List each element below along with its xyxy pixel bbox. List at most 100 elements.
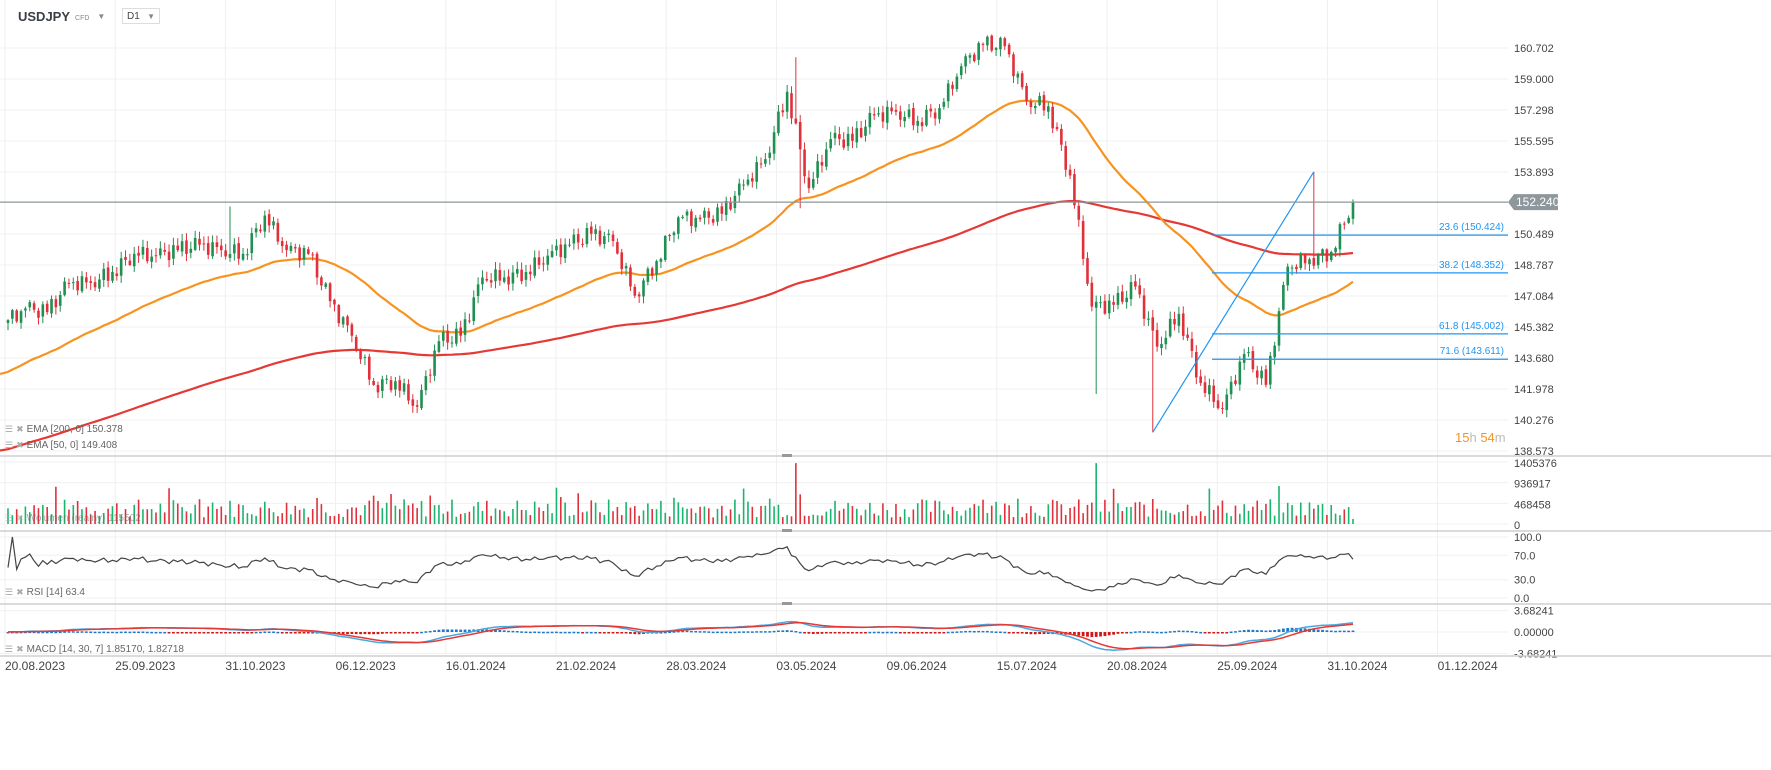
macd-histogram-bar (968, 630, 972, 633)
macd-histogram-bar (267, 631, 271, 633)
candle-body (772, 132, 776, 154)
countdown-hours-unit: h (1469, 430, 1477, 445)
volume-legend[interactable]: ☰ ✖ Wolumen (realny) 115502 (5, 513, 141, 524)
candle-body (646, 268, 650, 282)
candle-body (663, 236, 667, 260)
macd-histogram-bar (1225, 632, 1229, 634)
macd-histogram-bar (50, 631, 53, 634)
macd-histogram-bar (481, 629, 484, 632)
candle-body (6, 320, 10, 324)
candle-body (381, 379, 384, 391)
macd-histogram-bar (76, 631, 80, 633)
candle-body (524, 272, 528, 280)
ema50-legend-text: EMA [50, 0] 149.408 (26, 440, 118, 451)
close-icon[interactable]: ✖ (16, 440, 24, 450)
macd-histogram-bar (1199, 631, 1203, 634)
candle-body (302, 247, 306, 260)
macd-histogram-bar (1016, 632, 1020, 634)
macd-histogram-bar (263, 631, 267, 633)
candle-body (115, 273, 119, 277)
macd-histogram-bar (550, 631, 554, 634)
macd-histogram-bar (990, 631, 994, 633)
candle-body (1312, 258, 1316, 266)
macd-histogram-bar (272, 631, 275, 633)
macd-histogram-bar (163, 631, 167, 634)
candle-body (32, 303, 36, 310)
candle-body (150, 256, 153, 262)
settings-icon[interactable]: ☰ (5, 440, 14, 450)
macd-histogram-bar (1086, 632, 1089, 637)
rsi-legend[interactable]: ☰ ✖ RSI [14] 63.4 (5, 587, 85, 598)
candle-body (1347, 217, 1350, 223)
settings-icon[interactable]: ☰ (5, 644, 14, 654)
symbol-selector[interactable]: USDJPY CFD ▼ (18, 9, 105, 24)
macd-histogram-bar (1090, 632, 1094, 638)
macd-histogram-bar (454, 629, 458, 632)
candle-body (994, 47, 998, 50)
ema200-legend[interactable]: ☰ ✖ EMA [200, 0] 150.378 (5, 424, 123, 435)
macd-histogram-bar (124, 631, 127, 634)
macd-histogram-bar (1229, 631, 1233, 634)
macd-histogram-bar (450, 629, 454, 632)
macd-histogram-bar (624, 632, 628, 634)
candle-body (468, 320, 471, 322)
candle-body (1168, 318, 1172, 337)
macd-histogram-bar (302, 632, 306, 634)
close-icon[interactable]: ✖ (16, 424, 24, 434)
macd-histogram-bar (942, 632, 946, 634)
price-axis-label: 150.489 (1514, 229, 1554, 241)
macd-histogram-bar (67, 631, 71, 633)
candle-body (289, 245, 293, 251)
candle-body (128, 260, 132, 266)
candle-body (1186, 334, 1189, 338)
macd-histogram-bar (1325, 630, 1329, 632)
macd-histogram-bar (820, 632, 824, 634)
macd-histogram-bar (193, 632, 197, 634)
candle-body (659, 258, 663, 262)
candle-body (885, 106, 889, 123)
ema50-legend[interactable]: ☰ ✖ EMA [50, 0] 149.408 (5, 440, 117, 451)
macd-histogram-bar (1186, 630, 1189, 633)
candle-body (537, 257, 541, 265)
candle-body (572, 234, 576, 244)
close-icon[interactable]: ✖ (16, 644, 24, 654)
macd-histogram-bar (241, 632, 245, 634)
macd-histogram-bar (890, 631, 894, 634)
candle-body (1195, 352, 1198, 378)
macd-histogram-bar (32, 631, 36, 634)
close-icon[interactable]: ✖ (16, 513, 24, 523)
macd-histogram-bar (428, 630, 432, 633)
candle-body (607, 233, 610, 235)
timeframe-select[interactable]: D1 ▼ (122, 8, 160, 24)
candle-body (41, 304, 45, 317)
candle-body (58, 295, 62, 306)
macd-histogram-bar (1242, 630, 1246, 632)
candle-body (272, 221, 275, 226)
candle-body (642, 280, 645, 297)
macd-legend[interactable]: ☰ ✖ MACD [14, 30, 7] 1.85170, 1.82718 (5, 644, 184, 655)
candle-body (1033, 106, 1037, 109)
close-icon[interactable]: ✖ (16, 587, 24, 597)
candle-body (555, 245, 558, 251)
candle-body (838, 134, 841, 139)
settings-icon[interactable]: ☰ (5, 513, 14, 523)
candle-body (246, 254, 249, 256)
settings-icon[interactable]: ☰ (5, 587, 14, 597)
candle-body (907, 109, 911, 117)
rsi-axis-label: 70.0 (1514, 550, 1535, 562)
settings-icon[interactable]: ☰ (5, 424, 14, 434)
candle-body (350, 324, 354, 336)
macd-histogram-bar (172, 632, 175, 634)
candle-body (202, 243, 206, 245)
candle-body (1151, 317, 1155, 331)
candle-body (267, 214, 271, 226)
price-axis-label: 147.084 (1514, 291, 1554, 303)
candle-body (337, 305, 341, 324)
volume-axis-label: 0 (1514, 520, 1520, 532)
macd-histogram-bar (132, 631, 136, 634)
price-axis-label: 159.000 (1514, 74, 1554, 86)
macd-histogram-bar (502, 630, 506, 632)
candle-body (476, 284, 480, 297)
macd-histogram-bar (380, 632, 384, 634)
